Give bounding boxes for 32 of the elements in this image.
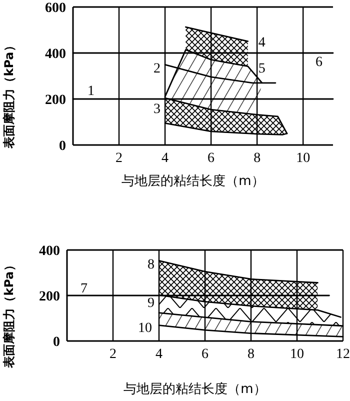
x-tick-label: 10 (290, 347, 304, 362)
x-tick-label: 2 (110, 347, 116, 362)
x-tick-label: 10 (296, 151, 310, 166)
y-tick-label: 400 (39, 244, 60, 259)
y-tick-label: 0 (59, 139, 66, 154)
series-label: 8 (148, 258, 154, 273)
y-axis-title: 表面摩阻力（kPa） (2, 40, 16, 150)
series-label: 5 (258, 61, 266, 76)
x-tick-label: 6 (202, 347, 208, 362)
y-tick-label: 600 (45, 1, 66, 16)
series-label: 7 (80, 282, 88, 296)
y-tick-label: 200 (39, 290, 60, 304)
y-tick-label: 0 (53, 335, 60, 350)
series-label: 9 (148, 296, 154, 312)
x-tick-label: 6 (208, 151, 215, 166)
y-tick-label: 200 (45, 93, 66, 108)
series-label: 2 (154, 62, 161, 77)
series-label: 10 (138, 320, 152, 336)
y-axis-title: 表面摩阻力（kPa） (2, 259, 16, 369)
series-label: 1 (88, 84, 94, 99)
x-tick-label: 4 (156, 347, 162, 362)
series-label: 6 (316, 55, 322, 70)
x-axis-title: 与地层的粘结长度（m） (122, 173, 264, 189)
series-label: 3 (154, 102, 161, 118)
series-label: 4 (258, 35, 266, 50)
x-tick-label: 4 (162, 151, 169, 166)
x-tick-label: 2 (116, 151, 123, 166)
x-tick-label: 12 (336, 347, 350, 362)
x-tick-label: 8 (248, 347, 254, 362)
x-tick-label: 8 (254, 151, 261, 166)
y-tick-label: 400 (45, 47, 66, 62)
x-axis-title: 与地层的粘结长度（m） (124, 381, 266, 397)
